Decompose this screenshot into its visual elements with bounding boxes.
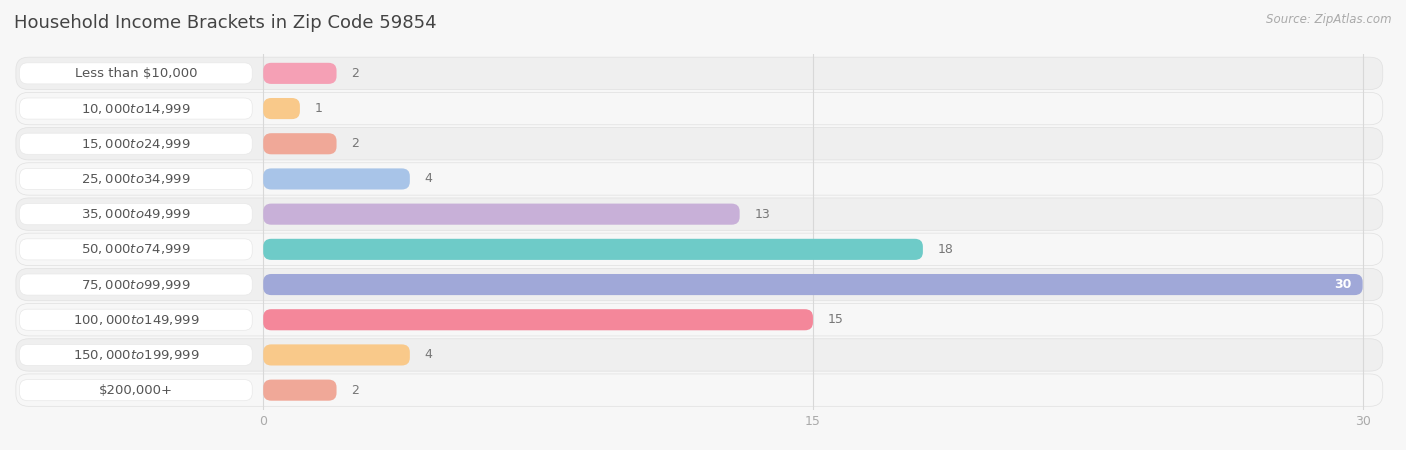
FancyBboxPatch shape [263, 239, 922, 260]
FancyBboxPatch shape [15, 374, 1382, 406]
FancyBboxPatch shape [263, 203, 740, 225]
FancyBboxPatch shape [15, 127, 1382, 160]
FancyBboxPatch shape [263, 344, 409, 365]
FancyBboxPatch shape [20, 274, 252, 295]
Text: $100,000 to $149,999: $100,000 to $149,999 [73, 313, 200, 327]
Text: 4: 4 [425, 348, 433, 361]
Text: $75,000 to $99,999: $75,000 to $99,999 [82, 278, 191, 292]
Text: $50,000 to $74,999: $50,000 to $74,999 [82, 243, 191, 256]
Text: 2: 2 [352, 67, 359, 80]
FancyBboxPatch shape [15, 233, 1382, 266]
Text: $200,000+: $200,000+ [98, 384, 173, 396]
Text: 2: 2 [352, 137, 359, 150]
FancyBboxPatch shape [15, 304, 1382, 336]
FancyBboxPatch shape [15, 163, 1382, 195]
Text: $150,000 to $199,999: $150,000 to $199,999 [73, 348, 200, 362]
Text: $35,000 to $49,999: $35,000 to $49,999 [82, 207, 191, 221]
FancyBboxPatch shape [15, 198, 1382, 230]
FancyBboxPatch shape [20, 344, 252, 365]
FancyBboxPatch shape [20, 133, 252, 154]
Text: Less than $10,000: Less than $10,000 [75, 67, 197, 80]
Text: 18: 18 [938, 243, 953, 256]
Text: 2: 2 [352, 384, 359, 396]
Text: $25,000 to $34,999: $25,000 to $34,999 [82, 172, 191, 186]
Text: Source: ZipAtlas.com: Source: ZipAtlas.com [1267, 14, 1392, 27]
FancyBboxPatch shape [263, 133, 336, 154]
Text: 13: 13 [754, 207, 770, 220]
Text: 30: 30 [1334, 278, 1351, 291]
FancyBboxPatch shape [15, 57, 1382, 90]
FancyBboxPatch shape [20, 239, 252, 260]
FancyBboxPatch shape [20, 63, 252, 84]
FancyBboxPatch shape [263, 274, 1362, 295]
FancyBboxPatch shape [263, 380, 336, 400]
Text: 15: 15 [828, 313, 844, 326]
FancyBboxPatch shape [263, 309, 813, 330]
Text: 4: 4 [425, 172, 433, 185]
FancyBboxPatch shape [15, 92, 1382, 125]
Text: $10,000 to $14,999: $10,000 to $14,999 [82, 102, 191, 116]
FancyBboxPatch shape [20, 309, 252, 330]
FancyBboxPatch shape [15, 339, 1382, 371]
Text: $15,000 to $24,999: $15,000 to $24,999 [82, 137, 191, 151]
FancyBboxPatch shape [20, 168, 252, 189]
FancyBboxPatch shape [263, 168, 409, 189]
Text: 1: 1 [315, 102, 322, 115]
FancyBboxPatch shape [15, 268, 1382, 301]
FancyBboxPatch shape [20, 380, 252, 400]
Text: Household Income Brackets in Zip Code 59854: Household Income Brackets in Zip Code 59… [14, 14, 437, 32]
FancyBboxPatch shape [263, 98, 299, 119]
FancyBboxPatch shape [20, 203, 252, 225]
FancyBboxPatch shape [263, 63, 336, 84]
FancyBboxPatch shape [20, 98, 252, 119]
